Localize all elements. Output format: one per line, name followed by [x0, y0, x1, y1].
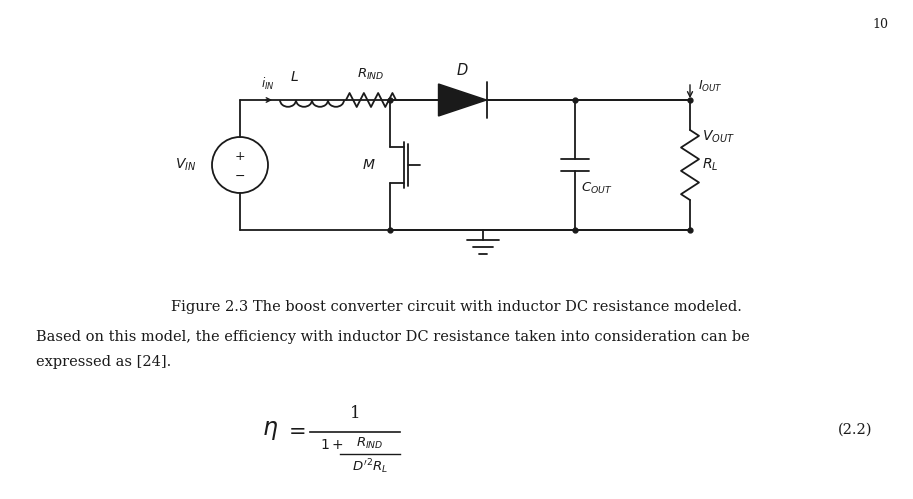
Text: +: + — [235, 150, 246, 163]
Text: $R_L$: $R_L$ — [702, 157, 719, 173]
Text: 10: 10 — [872, 18, 888, 31]
Text: $V_{OUT}$: $V_{OUT}$ — [702, 129, 735, 145]
Text: $R_{IND}$: $R_{IND}$ — [357, 67, 384, 82]
Text: 1: 1 — [350, 405, 361, 422]
Text: Figure 2.3 The boost converter circuit with inductor DC resistance modeled.: Figure 2.3 The boost converter circuit w… — [171, 300, 741, 314]
Text: $R_{IND}$: $R_{IND}$ — [356, 436, 383, 451]
Text: −: − — [235, 170, 246, 183]
Text: $I_{OUT}$: $I_{OUT}$ — [698, 78, 723, 93]
Text: $L$: $L$ — [289, 70, 299, 84]
Text: $1+$: $1+$ — [320, 438, 343, 452]
Text: Based on this model, the efficiency with inductor DC resistance taken into consi: Based on this model, the efficiency with… — [36, 330, 750, 344]
Text: $=$: $=$ — [284, 421, 306, 440]
Text: $M$: $M$ — [362, 158, 376, 172]
Text: (2.2): (2.2) — [838, 423, 872, 437]
Polygon shape — [438, 84, 487, 116]
Text: $\eta$: $\eta$ — [262, 418, 278, 442]
Text: $D$: $D$ — [456, 62, 468, 78]
Text: $V_{IN}$: $V_{IN}$ — [174, 157, 196, 173]
Text: $i_{IN}$: $i_{IN}$ — [261, 76, 275, 92]
Text: $C_{OUT}$: $C_{OUT}$ — [581, 181, 613, 196]
Text: $D'^{2}R_{L}$: $D'^{2}R_{L}$ — [352, 457, 388, 476]
Text: expressed as [24].: expressed as [24]. — [36, 355, 172, 369]
